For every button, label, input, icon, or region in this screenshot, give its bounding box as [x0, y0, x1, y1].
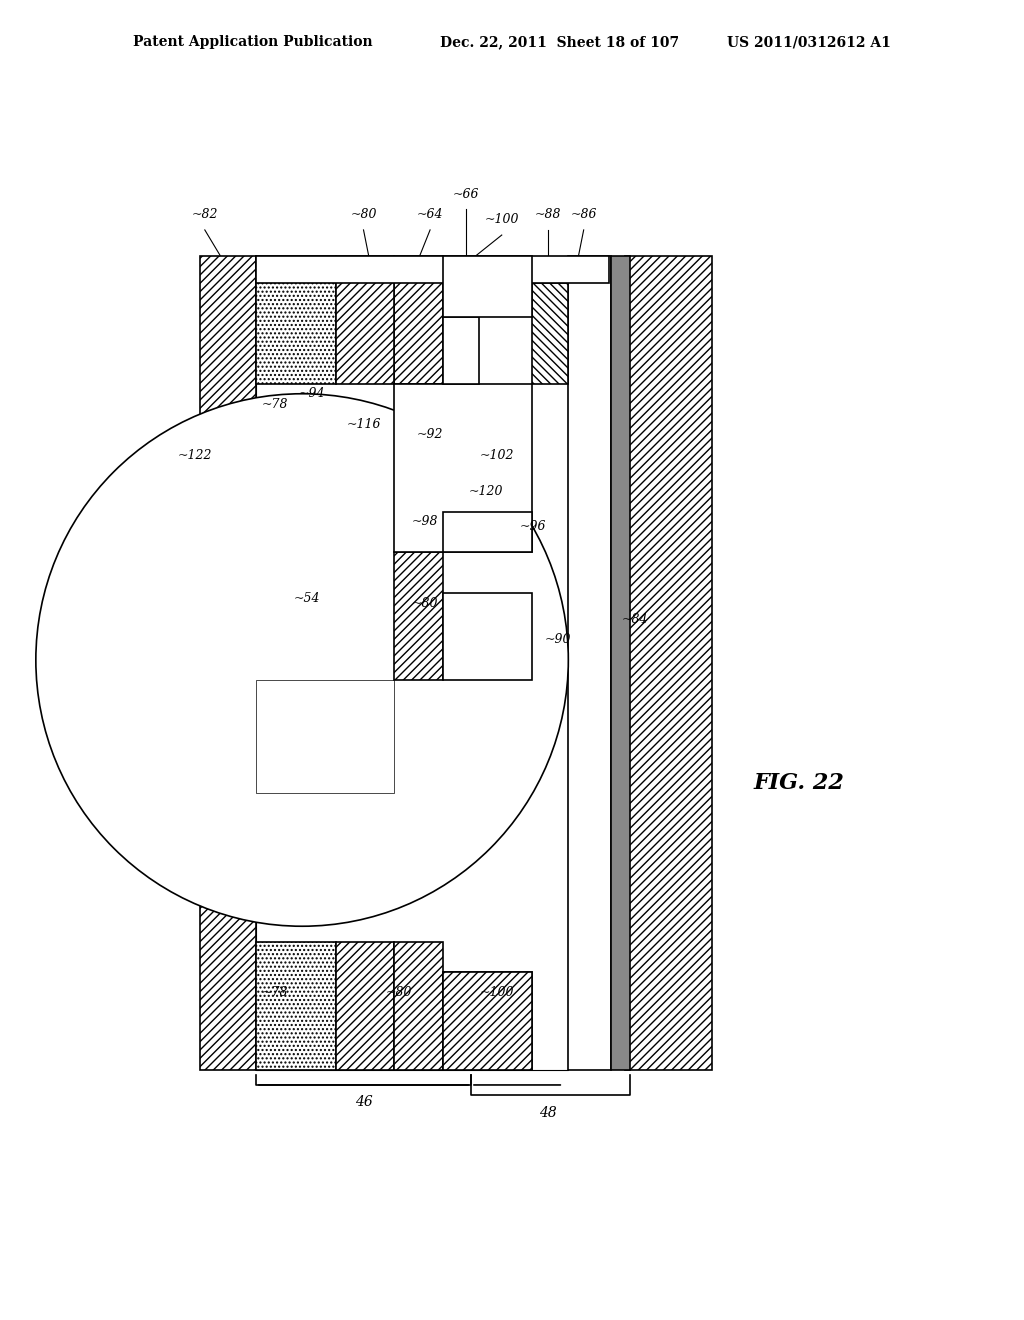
Bar: [336, 256, 394, 384]
Text: ~96: ~96: [519, 520, 546, 533]
Text: ~94: ~94: [299, 387, 326, 400]
Bar: [443, 594, 532, 681]
Text: ~98: ~98: [412, 515, 438, 528]
Bar: [394, 384, 532, 553]
Text: 46: 46: [354, 1096, 373, 1109]
Text: ~120: ~120: [469, 484, 504, 498]
Bar: [256, 256, 336, 384]
Text: Dec. 22, 2011  Sheet 18 of 107: Dec. 22, 2011 Sheet 18 of 107: [440, 36, 680, 49]
Bar: [200, 256, 256, 1069]
Text: 48: 48: [539, 1106, 557, 1119]
Bar: [394, 553, 443, 681]
Text: ~80: ~80: [412, 597, 438, 610]
Bar: [256, 941, 336, 1069]
Bar: [611, 256, 630, 1069]
Text: ~100: ~100: [484, 213, 519, 226]
Bar: [394, 256, 443, 384]
Bar: [336, 941, 394, 1069]
Bar: [443, 317, 479, 384]
Bar: [256, 256, 609, 284]
Circle shape: [36, 393, 568, 927]
Text: ~84: ~84: [622, 612, 648, 626]
Bar: [443, 973, 532, 1069]
Text: ~78: ~78: [261, 986, 288, 999]
Text: ~80: ~80: [350, 209, 377, 220]
Bar: [443, 512, 532, 553]
Bar: [184, 450, 203, 496]
Text: FIG. 22: FIG. 22: [754, 772, 844, 793]
Bar: [625, 256, 712, 1069]
Text: Patent Application Publication: Patent Application Publication: [133, 36, 373, 49]
Text: ~116: ~116: [346, 418, 381, 430]
Bar: [568, 256, 611, 1069]
Text: US 2011/0312612 A1: US 2011/0312612 A1: [727, 36, 891, 49]
Text: ~102: ~102: [479, 449, 514, 462]
Bar: [256, 256, 568, 1069]
Bar: [394, 941, 443, 1069]
Bar: [256, 681, 394, 793]
Text: ~66: ~66: [453, 187, 479, 201]
Text: ~86: ~86: [570, 209, 597, 220]
Text: ~88: ~88: [535, 209, 561, 220]
Bar: [532, 284, 568, 384]
Text: ~64: ~64: [417, 209, 443, 220]
Text: ~54: ~54: [294, 593, 321, 605]
Text: ~100: ~100: [479, 986, 514, 999]
Text: ~82: ~82: [191, 209, 218, 220]
Text: ~122: ~122: [177, 449, 212, 462]
Text: ~92: ~92: [417, 428, 443, 441]
Text: ~80: ~80: [386, 986, 413, 999]
Text: ~78: ~78: [261, 397, 288, 411]
Bar: [443, 973, 532, 1069]
Text: ~90: ~90: [545, 634, 571, 645]
Bar: [443, 256, 532, 317]
